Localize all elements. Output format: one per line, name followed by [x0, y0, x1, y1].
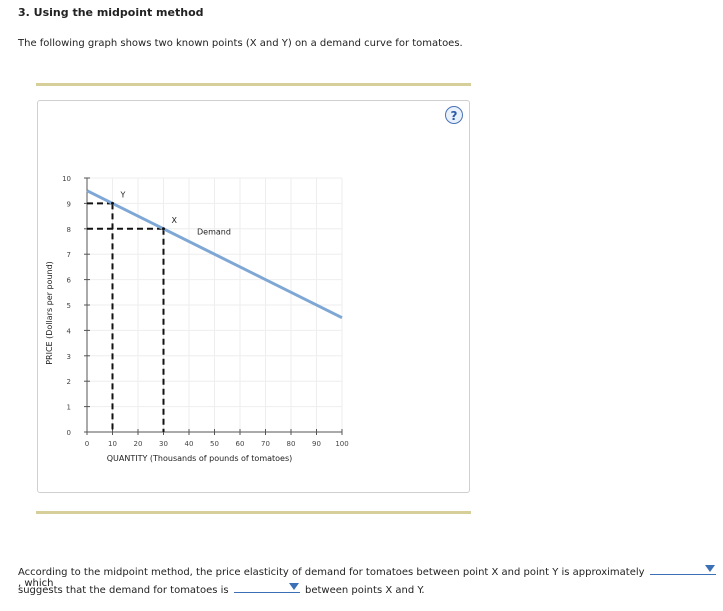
y-tick-label: 7 [67, 251, 71, 259]
x-tick-label: 80 [287, 440, 296, 448]
y-tick-label: 5 [67, 302, 71, 310]
point-x [162, 227, 165, 231]
demand-type-dropdown[interactable] [233, 580, 300, 593]
answer-text-1: According to the midpoint method, the pr… [18, 567, 645, 578]
y-tick-label: 4 [67, 327, 72, 335]
dropdown-arrow-icon [704, 565, 715, 572]
question-title: 3. Using the midpoint method [18, 6, 204, 19]
y-tick-label: 0 [67, 429, 71, 437]
question-intro: The following graph shows two known poin… [18, 38, 463, 49]
demand-line [86, 189, 343, 320]
help-icon[interactable]: ? [445, 106, 463, 124]
y-tick-label: 2 [67, 378, 71, 386]
answer-tail-1: , which [18, 578, 54, 589]
y-tick-label: 10 [62, 175, 71, 183]
answer-text-2: suggests that the demand for tomatoes is [18, 585, 229, 596]
x-tick-label: 60 [236, 440, 245, 448]
dropdown-arrow-icon [288, 583, 299, 590]
x-tick-label: 0 [85, 440, 89, 448]
point-label-x: X [172, 216, 178, 225]
x-tick-label: 10 [108, 440, 117, 448]
answer-sentence-2: suggests that the demand for tomatoes is… [18, 580, 425, 596]
x-tick-label: 20 [134, 440, 143, 448]
demand-label: Demand [197, 228, 231, 237]
divider-bottom [36, 511, 471, 514]
x-tick-label: 100 [335, 440, 348, 448]
answer-tail-2: between points X and Y. [305, 585, 425, 596]
x-tick-label: 50 [210, 440, 219, 448]
y-tick-label: 9 [67, 200, 71, 208]
x-tick-label: 40 [185, 440, 194, 448]
x-axis-label: QUANTITY (Thousands of pounds of tomatoe… [107, 454, 293, 463]
y-tick-label: 3 [67, 353, 71, 361]
point-label-y: Y [120, 190, 126, 199]
graph-panel [37, 100, 470, 493]
x-tick-label: 30 [159, 440, 168, 448]
point-y [111, 201, 114, 205]
y-tick-label: 8 [67, 226, 71, 234]
x-tick-label: 70 [261, 440, 270, 448]
elasticity-dropdown[interactable] [649, 562, 716, 575]
x-tick-label: 90 [312, 440, 321, 448]
y-axis-label: PRICE (Dollars per pound) [45, 261, 54, 365]
divider-top [36, 83, 471, 86]
answer-sentence-1: According to the midpoint method, the pr… [18, 562, 718, 589]
y-tick-label: 6 [67, 277, 72, 285]
y-tick-label: 1 [67, 404, 71, 412]
